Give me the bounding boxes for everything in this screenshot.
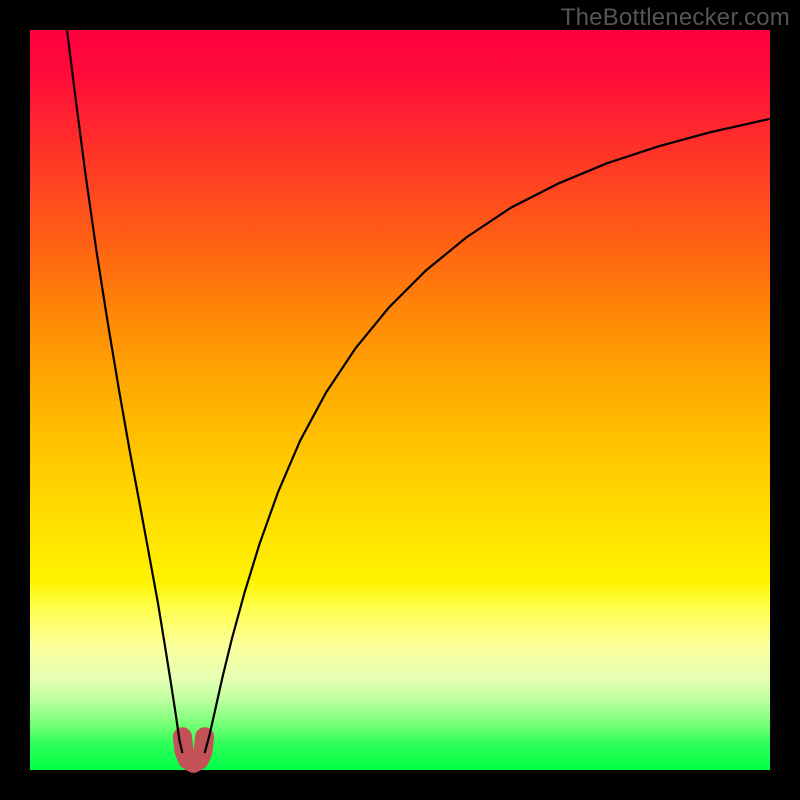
stage: TheBottlenecker.com — [0, 0, 800, 800]
chart-svg — [0, 0, 800, 800]
chart-background — [30, 30, 770, 770]
